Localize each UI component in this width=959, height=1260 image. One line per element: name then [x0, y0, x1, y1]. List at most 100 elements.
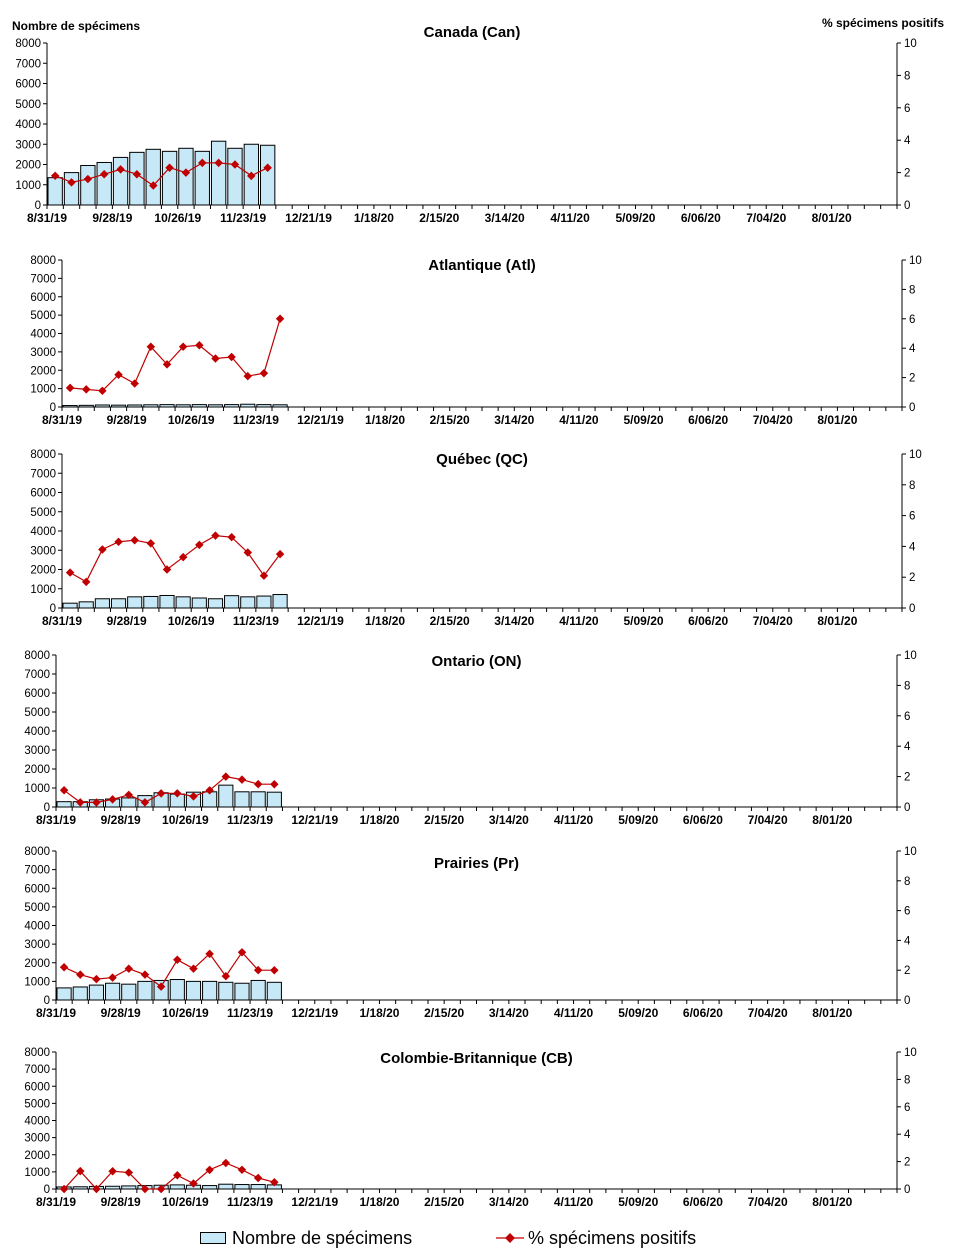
line-point [98, 386, 107, 396]
bar [250, 979, 266, 1001]
x-tick-label: 11/23/19 [227, 1006, 273, 1020]
y-right-tick-label: 6 [909, 314, 915, 326]
y-left-tick-label: 3000 [15, 139, 41, 151]
y-left-tick-label: 5000 [24, 902, 50, 914]
y-left-tick-label: 1000 [24, 976, 50, 988]
y-left-tick-label: 6000 [24, 883, 50, 895]
bar [218, 784, 234, 808]
line-point [146, 539, 156, 548]
y-right-tick-label: 10 [904, 846, 917, 858]
bar [191, 597, 207, 609]
bar [224, 595, 240, 609]
line-point [221, 772, 231, 781]
y-left-tick-label: 6000 [24, 688, 50, 700]
line-point [237, 1165, 247, 1175]
bar [112, 156, 129, 206]
x-tick-label: 6/06/20 [683, 1006, 723, 1020]
line-point [132, 169, 142, 179]
y-left-tick-label: 0 [35, 200, 41, 212]
x-tick-label: 9/28/19 [107, 413, 147, 427]
line-point [270, 1177, 279, 1187]
y-left-tick-label: 4000 [30, 329, 56, 341]
legend-bar-swatch [200, 1232, 226, 1244]
y-right-tick-label: 8 [904, 680, 910, 692]
bar [266, 791, 282, 808]
bar [234, 982, 250, 1001]
bar [218, 1183, 234, 1190]
legend: Nombre de spécimens % spécimens positifs [200, 1226, 720, 1252]
x-tick-label: 9/28/19 [101, 1006, 141, 1020]
x-tick-label: 5/09/20 [618, 1195, 658, 1209]
line-point [65, 383, 75, 393]
x-tick-label: 1/18/20 [354, 211, 394, 225]
line-point [211, 531, 220, 540]
y-left-tick-label: 2000 [30, 565, 56, 577]
y-left-tick-label: 3000 [30, 545, 56, 557]
x-tick-label: 6/06/20 [688, 614, 728, 628]
line-point [178, 342, 188, 351]
x-tick-label: 7/04/20 [748, 813, 788, 827]
line-point [108, 973, 117, 982]
y-left-tick-label: 7000 [24, 1064, 50, 1076]
bar [207, 598, 224, 609]
line-point [173, 789, 182, 798]
y-left-tick-label: 6000 [30, 292, 56, 304]
line-point [205, 949, 214, 959]
line-point [178, 552, 188, 562]
x-tick-label: 8/31/19 [36, 1195, 76, 1209]
x-tick-label: 8/31/19 [42, 614, 82, 628]
bar [169, 979, 185, 1001]
bar [159, 594, 175, 609]
bar [88, 984, 105, 1001]
bar [105, 982, 121, 1001]
line-point [130, 379, 139, 388]
x-tick-label: 7/04/20 [753, 614, 793, 628]
line-point [108, 1166, 117, 1176]
y-left-tick-label: 7000 [30, 468, 56, 480]
line-point [253, 779, 263, 789]
line-point [76, 798, 85, 807]
y-right-tick-label: 4 [904, 741, 911, 753]
bar [72, 986, 88, 1001]
bar [260, 144, 276, 206]
y-right-tick-label: 4 [904, 935, 911, 947]
bar [80, 165, 96, 206]
bar [78, 601, 94, 609]
legend-bar-item: Nombre de spécimens [200, 1226, 412, 1250]
x-tick-label: 2/15/20 [419, 211, 459, 225]
bar [143, 595, 159, 609]
bar [161, 150, 178, 206]
x-tick-label: 7/04/20 [748, 1006, 788, 1020]
x-tick-label: 5/09/20 [615, 211, 655, 225]
y-right-tick-label: 6 [904, 906, 910, 918]
line-point [65, 568, 75, 577]
y-left-tick-label: 0 [50, 402, 56, 414]
x-tick-label: 10/26/19 [162, 813, 209, 827]
line-point [173, 955, 182, 965]
chart-title: Ontario (ON) [432, 653, 522, 670]
bar [240, 596, 256, 609]
x-tick-label: 10/26/19 [168, 614, 215, 628]
y-right-tick-label: 0 [909, 603, 915, 615]
x-tick-label: 5/09/20 [624, 614, 664, 628]
line-point [230, 160, 240, 169]
bar [185, 980, 202, 1001]
x-tick-label: 1/18/20 [365, 413, 405, 427]
y-left-tick-label: 5000 [30, 310, 56, 322]
line-point [156, 789, 166, 798]
y-left-tick-label: 6000 [30, 488, 56, 500]
line-point [146, 342, 156, 351]
y-left-tick-label: 6000 [24, 1081, 50, 1093]
x-tick-label: 2/15/20 [424, 1195, 464, 1209]
y-left-tick-label: 7000 [15, 58, 41, 70]
right-axis-title: % spécimens positifs [822, 16, 945, 30]
x-tick-label: 7/04/20 [753, 413, 793, 427]
y-left-tick-label: 8000 [30, 255, 56, 267]
y-right-tick-label: 10 [909, 255, 922, 267]
y-right-tick-label: 4 [909, 541, 916, 553]
bar [266, 981, 282, 1001]
y-left-tick-label: 4000 [15, 119, 41, 131]
bar [234, 791, 250, 808]
line-point [214, 158, 223, 168]
line-point [198, 158, 207, 168]
